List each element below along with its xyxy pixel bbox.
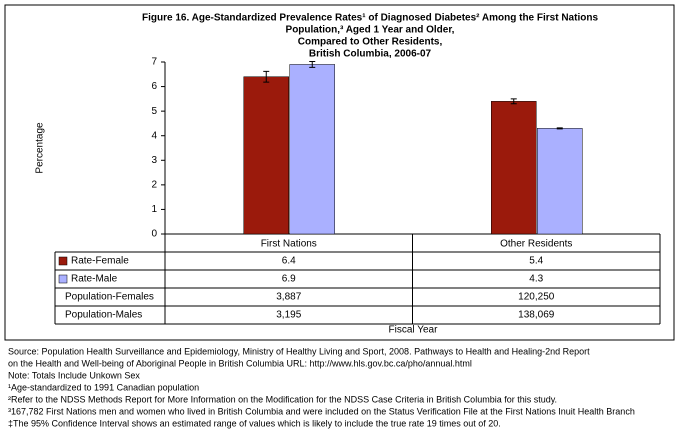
legend-swatch: [58, 256, 68, 266]
bar: [491, 101, 537, 235]
bar: [243, 76, 289, 235]
x-tick-label: First Nations: [261, 239, 317, 250]
y-tick-label: 1: [151, 204, 157, 215]
y-tick-label: 3: [151, 155, 157, 166]
footnote: ³167,782 First Nations men and women who…: [8, 406, 635, 416]
table-value: 5.4: [529, 256, 543, 267]
error-bar: [510, 98, 517, 105]
footnote: Source: Population Health Surveillance a…: [8, 346, 590, 356]
legend-label: Rate-Female: [71, 256, 129, 267]
y-tick-label: 4: [151, 130, 157, 141]
footnote: Note: Totals Include Unkown Sex: [8, 370, 140, 380]
footnote: on the Health and Well-being of Aborigin…: [8, 358, 472, 368]
y-tick-label: 5: [151, 106, 157, 117]
bar: [289, 64, 335, 235]
y-tick-label: 2: [151, 179, 157, 190]
x-axis-label: Fiscal Year: [389, 325, 439, 336]
table-value: 3,195: [276, 310, 301, 321]
chart-title: Population,³ Aged 1 Year and Older,: [286, 25, 455, 36]
error-bar: [309, 61, 316, 68]
chart-title: British Columbia, 2006-07: [309, 49, 432, 60]
table-value: 6.4: [282, 256, 296, 267]
table-row-label: Population-Males: [65, 310, 142, 321]
chart-title: Figure 16. Age-Standardized Prevalence R…: [142, 13, 598, 24]
table-row-label: Population-Females: [65, 292, 154, 303]
table-value: 4.3: [529, 274, 543, 285]
y-axis-label: Percentage: [35, 122, 46, 174]
footnote: ‡The 95% Confidence Interval shows an es…: [8, 418, 501, 428]
y-tick-label: 7: [151, 57, 157, 68]
error-bar: [556, 127, 563, 130]
table-value: 120,250: [518, 292, 555, 303]
legend-label: Rate-Male: [71, 274, 118, 285]
error-bar: [263, 70, 270, 83]
bar: [537, 128, 583, 235]
table-value: 138,069: [518, 310, 555, 321]
table-value: 3,887: [276, 292, 301, 303]
footnote: ¹Age-standardized to 1991 Canadian popul…: [8, 382, 199, 392]
x-tick-label: Other Residents: [500, 239, 572, 250]
y-tick-label: 0: [151, 229, 157, 240]
footnote: ²Refer to the NDSS Methods Report for Mo…: [8, 394, 557, 404]
chart-title: Compared to Other Residents,: [298, 37, 443, 48]
table-value: 6.9: [282, 274, 296, 285]
y-tick-label: 6: [151, 81, 157, 92]
legend-swatch: [58, 274, 68, 284]
